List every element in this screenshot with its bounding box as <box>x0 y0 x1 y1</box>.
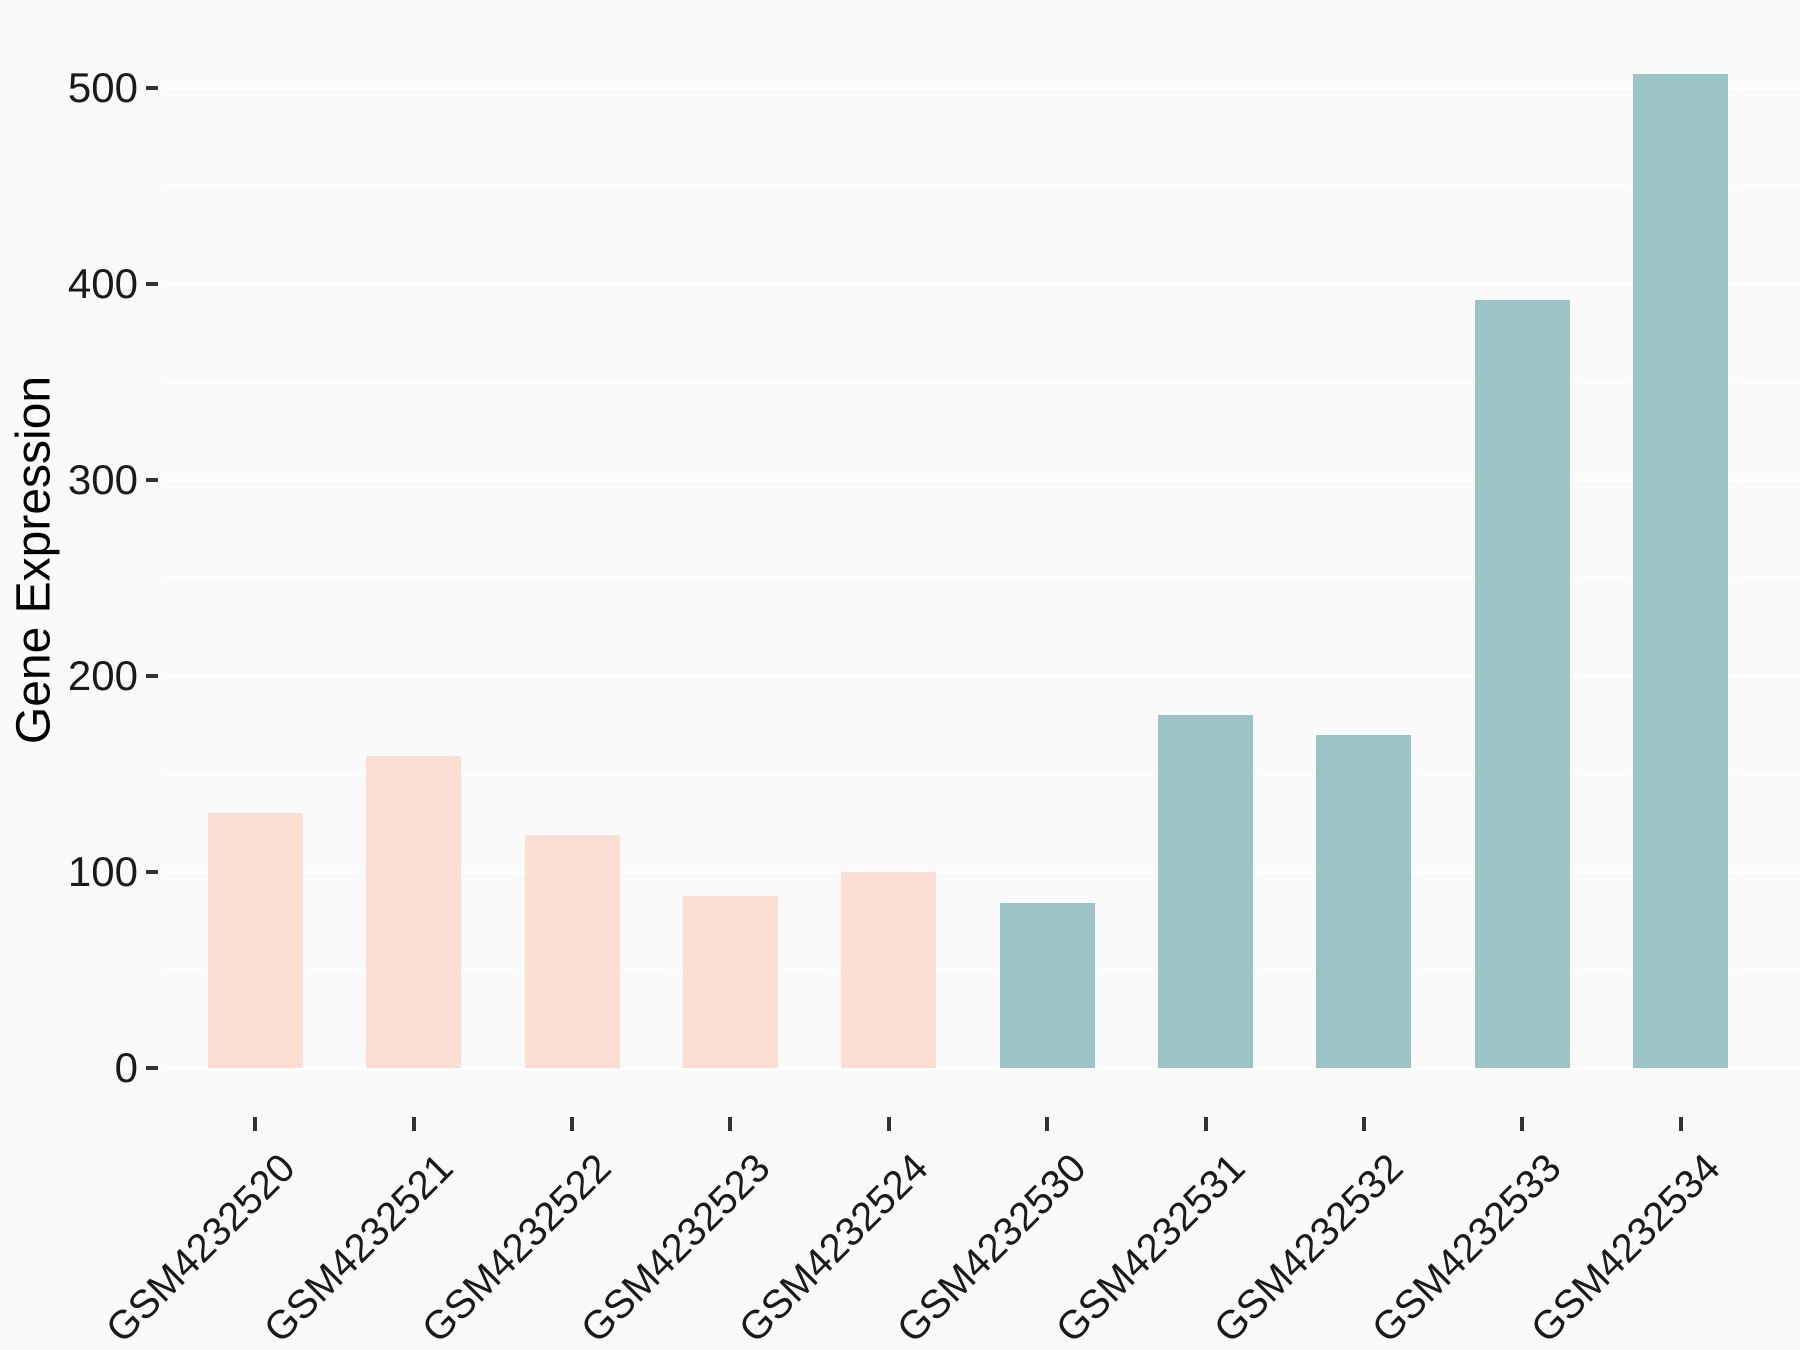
minor-gridline <box>165 773 1800 775</box>
y-tick-label: 100 <box>67 848 138 895</box>
x-tick-mark <box>1678 1117 1683 1131</box>
major-gridline <box>165 870 1800 874</box>
x-tick-mark <box>1203 1117 1208 1131</box>
bar-GSM4232531 <box>1158 715 1254 1068</box>
bar-GSM4232520 <box>207 813 303 1068</box>
y-tick-label: 0 <box>114 1044 138 1091</box>
x-tick-mark <box>728 1117 733 1131</box>
y-tick-mark <box>146 674 158 678</box>
y-tick-label: 500 <box>67 64 138 111</box>
bar-GSM4232530 <box>999 903 1095 1068</box>
x-tick-mark <box>411 1117 416 1131</box>
y-tick-label: 200 <box>67 652 138 699</box>
x-tick-mark <box>1361 1117 1366 1131</box>
x-tick-mark <box>886 1117 891 1131</box>
major-gridline <box>165 86 1800 90</box>
major-gridline <box>165 1066 1800 1070</box>
y-tick-mark <box>146 478 158 482</box>
major-gridline <box>165 674 1800 678</box>
minor-gridline <box>165 185 1800 187</box>
bar-GSM4232532 <box>1316 734 1412 1068</box>
major-gridline <box>165 478 1800 482</box>
y-tick-mark <box>146 282 158 286</box>
x-tick-mark <box>1520 1117 1525 1131</box>
minor-gridline <box>165 969 1800 971</box>
major-gridline <box>165 282 1800 286</box>
x-tick-mark <box>1045 1117 1050 1131</box>
y-tick-mark <box>146 870 158 874</box>
bar-GSM4232522 <box>524 834 620 1068</box>
bar-GSM4232534 <box>1633 74 1729 1068</box>
y-tick-label: 400 <box>67 260 138 307</box>
x-tick-mark <box>570 1117 575 1131</box>
bar-GSM4232524 <box>841 872 937 1068</box>
y-tick-mark <box>146 1066 158 1070</box>
minor-gridline <box>165 381 1800 383</box>
bar-GSM4232521 <box>366 756 462 1068</box>
bar-GSM4232523 <box>682 895 778 1068</box>
y-tick-mark <box>146 86 158 90</box>
x-tick-mark <box>253 1117 258 1131</box>
bar-GSM4232533 <box>1474 299 1570 1068</box>
y-tick-label: 300 <box>67 456 138 503</box>
minor-gridline <box>165 577 1800 579</box>
